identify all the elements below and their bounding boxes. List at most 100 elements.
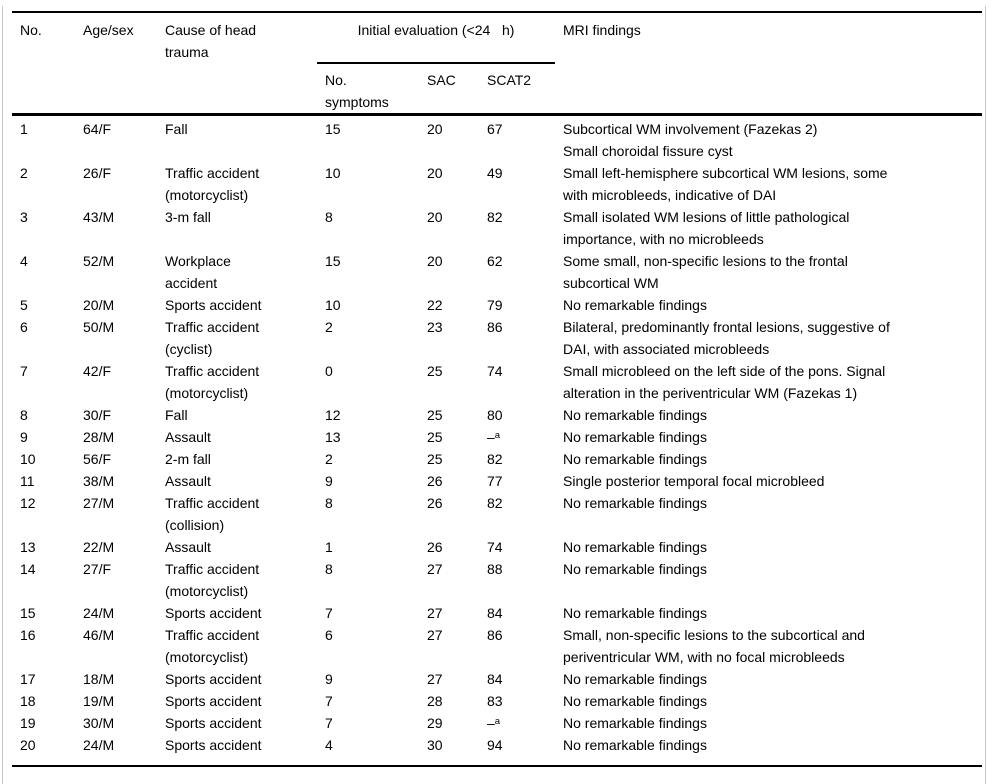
table-header-row-1: No. Age/sex Cause of head trauma Initial…: [12, 13, 982, 64]
table-row: 13 22/M Assault 1 26 74 No remarkable fi…: [12, 536, 982, 558]
cell-sac-score: 29: [427, 715, 443, 731]
table-row: 8 30/F Fall 12 25 80 No remarkable findi…: [12, 404, 982, 426]
cell-sac-score: 27: [427, 605, 443, 621]
cell-sac-score: 20: [427, 253, 443, 269]
table-row: 7 42/F Traffic accident (motorcyclist) 0…: [12, 360, 982, 404]
cell-cause-of-head-trauma: Traffic accident (motorcyclist): [165, 627, 260, 665]
cell-no-symptoms: 15: [325, 121, 341, 137]
cell-patient-number: 15: [20, 605, 36, 621]
cell-mri-findings: No remarkable findings: [563, 671, 707, 687]
cell-sac-score: 27: [427, 671, 443, 687]
cell-patient-number: 2: [20, 165, 28, 181]
cell-cause-of-head-trauma: Sports accident: [165, 671, 262, 687]
col-subheader-sac: SAC: [427, 72, 456, 88]
cell-mri-findings: Single posterior temporal focal microble…: [563, 473, 825, 489]
table-row: 11 38/M Assault 9 26 77 Single posterior…: [12, 470, 982, 492]
cell-no-symptoms: 8: [325, 495, 333, 511]
cell-patient-number: 20: [20, 737, 36, 753]
cell-scat2-score: 77: [487, 473, 503, 489]
cell-scat2-score: 88: [487, 561, 503, 577]
cell-patient-number: 8: [20, 407, 28, 423]
col-header-age-sex: Age/sex: [83, 22, 134, 38]
cell-cause-of-head-trauma: Assault: [165, 429, 211, 445]
footnote-marker: a: [494, 430, 501, 441]
cell-no-symptoms: 8: [325, 561, 333, 577]
cell-sac-score: 20: [427, 209, 443, 225]
cell-scat2-score: 67: [487, 121, 503, 137]
cell-mri-findings: No remarkable findings: [563, 297, 707, 313]
cell-scat2-score: 74: [487, 539, 503, 555]
cell-cause-of-head-trauma: Assault: [165, 539, 211, 555]
cell-scat2-score: –a: [487, 429, 501, 445]
cell-scat2-score: 82: [487, 209, 503, 225]
cell-patient-number: 9: [20, 429, 28, 445]
cell-mri-findings: Small left-hemisphere subcortical WM les…: [563, 165, 888, 203]
cell-age-sex: 30/F: [83, 407, 112, 423]
cell-cause-of-head-trauma: Workplace accident: [165, 253, 231, 291]
cell-age-sex: 24/M: [83, 737, 115, 753]
table-row: 19 30/M Sports accident 7 29 –a No remar…: [12, 712, 982, 734]
cell-age-sex: 50/M: [83, 319, 115, 335]
cell-cause-of-head-trauma: Traffic accident (motorcyclist): [165, 165, 260, 203]
cell-no-symptoms: 10: [325, 297, 341, 313]
table-row: 15 24/M Sports accident 7 27 84 No remar…: [12, 602, 982, 624]
table-row: 4 52/M Workplace accident 15 20 62 Some …: [12, 250, 982, 294]
cell-sac-score: 27: [427, 561, 443, 577]
cell-no-symptoms: 8: [325, 209, 333, 225]
footnote-marker: a: [494, 716, 501, 727]
table-row: 6 50/M Traffic accident (cyclist) 2 23 8…: [12, 316, 982, 360]
left-edge-line: [2, 6, 3, 784]
table-header: No. Age/sex Cause of head trauma Initial…: [12, 13, 982, 116]
cell-no-symptoms: 12: [325, 407, 341, 423]
table-row: 14 27/F Traffic accident (motorcyclist) …: [12, 558, 982, 602]
cell-age-sex: 22/M: [83, 539, 115, 555]
cell-age-sex: 27/M: [83, 495, 115, 511]
cell-mri-findings: Bilateral, predominantly frontal lesions…: [563, 319, 890, 357]
cell-mri-findings: No remarkable findings: [563, 715, 707, 731]
cell-scat2-score: –a: [487, 715, 501, 731]
cell-no-symptoms: 1: [325, 539, 333, 555]
cell-cause-of-head-trauma: Sports accident: [165, 715, 262, 731]
cell-scat2-score: 74: [487, 363, 503, 379]
subheader-spacer-age-sex: [75, 64, 157, 113]
table-row: 5 20/M Sports accident 10 22 79 No remar…: [12, 294, 982, 316]
cell-no-symptoms: 15: [325, 253, 341, 269]
cell-patient-number: 12: [20, 495, 36, 511]
cell-no-symptoms: 6: [325, 627, 333, 643]
cell-cause-of-head-trauma: Assault: [165, 473, 211, 489]
cell-no-symptoms: 7: [325, 605, 333, 621]
cell-cause-of-head-trauma: Traffic accident (motorcyclist): [165, 363, 260, 401]
cell-cause-of-head-trauma: Sports accident: [165, 737, 262, 753]
cell-age-sex: 30/M: [83, 715, 115, 731]
cell-scat2-score: 49: [487, 165, 503, 181]
cell-no-symptoms: 9: [325, 671, 333, 687]
cell-patient-number: 10: [20, 451, 36, 467]
cell-age-sex: 28/M: [83, 429, 115, 445]
cell-sac-score: 25: [427, 429, 443, 445]
cell-patient-number: 5: [20, 297, 28, 313]
cell-sac-score: 26: [427, 495, 443, 511]
cell-mri-findings: No remarkable findings: [563, 429, 707, 445]
cell-no-symptoms: 0: [325, 363, 333, 379]
table-row: 20 24/M Sports accident 4 30 94 No remar…: [12, 734, 982, 756]
cell-no-symptoms: 13: [325, 429, 341, 445]
cell-age-sex: 19/M: [83, 693, 115, 709]
table-row: 2 26/F Traffic accident (motorcyclist) 1…: [12, 162, 982, 206]
col-group-header-initial-evaluation: Initial evaluation (<24 h): [317, 13, 555, 64]
cell-age-sex: 27/F: [83, 561, 112, 577]
table-row: 10 56/F 2-m fall 2 25 82 No remarkable f…: [12, 448, 982, 470]
cell-sac-score: 30: [427, 737, 443, 753]
table-row: 3 43/M 3-m fall 8 20 82 Small isolated W…: [12, 206, 982, 250]
cell-sac-score: 25: [427, 451, 443, 467]
col-header-mri-findings: MRI findings: [563, 22, 641, 38]
cell-mri-findings: No remarkable findings: [563, 451, 707, 467]
cell-mri-findings: No remarkable findings: [563, 737, 707, 753]
cell-mri-findings: Small, non-specific lesions to the subco…: [563, 627, 865, 665]
cell-cause-of-head-trauma: Traffic accident (motorcyclist): [165, 561, 260, 599]
cell-mri-findings: Small isolated WM lesions of little path…: [563, 209, 850, 247]
cell-mri-findings: No remarkable findings: [563, 539, 707, 555]
cell-age-sex: 18/M: [83, 671, 115, 687]
cell-no-symptoms: 7: [325, 715, 333, 731]
cell-cause-of-head-trauma: 3-m fall: [165, 209, 211, 225]
